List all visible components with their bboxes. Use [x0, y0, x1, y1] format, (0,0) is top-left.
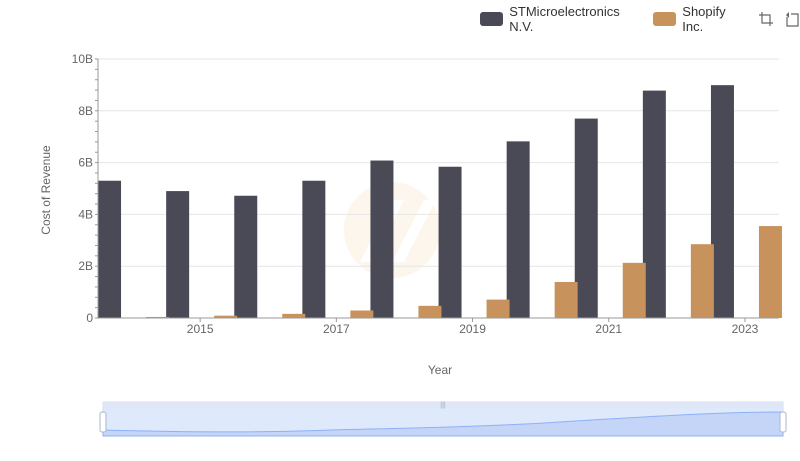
data-zoom-grip-icon[interactable]: ||| — [440, 402, 446, 409]
data-zoom-handle-right[interactable] — [779, 411, 787, 433]
y-tick-label: 2B — [78, 259, 93, 273]
zoom-icon[interactable] — [758, 11, 774, 27]
bar-stmicroelectronics-2021[interactable] — [574, 118, 598, 318]
bar-stmicroelectronics-2019[interactable] — [438, 166, 462, 318]
bar-shopify-2016[interactable] — [282, 313, 306, 318]
bar-stmicroelectronics-2018[interactable] — [370, 160, 394, 318]
bar-shopify-2019[interactable] — [486, 299, 510, 318]
x-tick-label: 2015 — [187, 322, 214, 336]
data-zoom-move-handle[interactable] — [103, 402, 783, 408]
bar-shopify-2018[interactable] — [418, 305, 442, 318]
x-tick-label: 2021 — [595, 322, 622, 336]
x-axis: 2015 2017 2019 2021 2023 — [98, 317, 779, 336]
bar-stmicroelectronics-2020[interactable] — [506, 141, 530, 318]
x-axis-label: Year — [428, 363, 452, 377]
y-tick-label: 8B — [78, 104, 93, 118]
x-tick-label: 2017 — [323, 322, 350, 336]
bar-shopify-2023[interactable] — [758, 226, 782, 318]
grid-lines — [98, 58, 779, 319]
legend-label-stmicroelectronics: STMicroelectronics N.V. — [509, 4, 620, 34]
legend-item-shopify[interactable]: Shopify Inc. — [653, 4, 748, 34]
y-tick-label: 4B — [78, 207, 93, 221]
bar-stmicroelectronics-2016[interactable] — [234, 195, 258, 318]
y-axis: 0 2B 4B 6B 8B 10B — [72, 52, 99, 325]
bar-shopify-2015[interactable] — [214, 315, 238, 318]
bar-stmicroelectronics-2015[interactable] — [166, 191, 190, 318]
bars — [98, 85, 782, 319]
bar-stmicroelectronics-2022[interactable] — [642, 90, 666, 319]
bar-shopify-2021[interactable] — [622, 262, 646, 318]
data-zoom-handle-left[interactable] — [99, 411, 107, 433]
y-tick-label: 6B — [78, 156, 93, 170]
data-zoom-preview-area — [102, 411, 784, 437]
bar-stmicroelectronics-2014[interactable] — [98, 180, 122, 318]
y-tick-label: 0 — [86, 311, 93, 325]
legend: STMicroelectronics N.V. Shopify Inc. — [480, 4, 800, 34]
y-tick-label: 10B — [72, 52, 93, 66]
restore-icon[interactable] — [784, 11, 800, 27]
bar-shopify-2020[interactable] — [554, 281, 578, 318]
legend-swatch-stmicroelectronics — [480, 12, 504, 26]
legend-label-shopify: Shopify Inc. — [682, 4, 726, 34]
legend-item-stmicroelectronics[interactable]: STMicroelectronics N.V. — [480, 4, 643, 34]
legend-swatch-shopify — [653, 12, 677, 26]
bar-shopify-2014[interactable] — [146, 316, 170, 318]
bar-shopify-2022[interactable] — [690, 244, 714, 318]
bar-stmicroelectronics-2017[interactable] — [302, 180, 326, 318]
data-zoom-slider[interactable]: ||| — [99, 401, 787, 437]
bar-stmicroelectronics-2023[interactable] — [710, 85, 734, 318]
y-axis-label: Cost of Revenue — [39, 145, 53, 235]
x-tick-label: 2023 — [732, 322, 759, 336]
x-tick-label: 2019 — [459, 322, 486, 336]
bar-shopify-2017[interactable] — [350, 310, 374, 318]
